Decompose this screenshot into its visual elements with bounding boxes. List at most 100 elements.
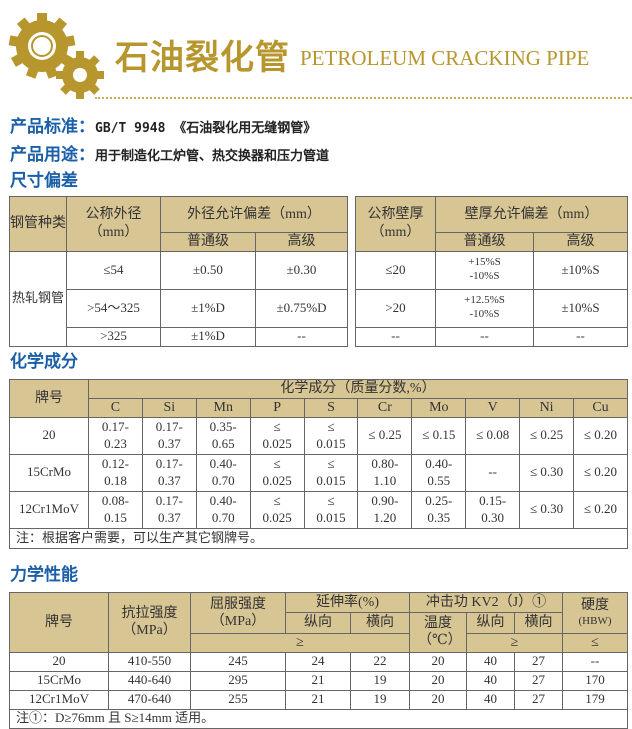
composition-cell: ≤ 0.20 bbox=[573, 490, 628, 529]
header-ge: ≥ bbox=[190, 633, 410, 653]
cell: 24 bbox=[285, 651, 351, 672]
table-row: 20 0.17-0.23 0.17-0.37 0.35-0.65 ≤ 0.025 ≤ 0.… bbox=[9, 416, 628, 455]
table-row: 15CrMo 440-640 295 21 19 20 40 27 170 bbox=[9, 670, 628, 691]
element-header: Cr bbox=[357, 397, 413, 418]
cell: -- bbox=[435, 326, 534, 347]
header-impact-ge: ≥ bbox=[466, 633, 563, 653]
header-normal: 普通级 bbox=[435, 232, 534, 252]
element-header: S bbox=[303, 397, 359, 418]
usage-label: 产品用途： bbox=[10, 145, 95, 165]
standard-label: 产品标准： bbox=[10, 117, 95, 137]
cell: +12.5%S -10%S bbox=[435, 288, 534, 328]
cell: 440-640 bbox=[108, 670, 191, 691]
header-impact-long: 纵向 bbox=[466, 612, 515, 634]
usage-value: 用于制造化工炉管、热交换器和压力管道 bbox=[95, 149, 330, 164]
mechanical-table: 牌号 抗拉强度（MPa） 屈服强度（MPa） 延伸率(%) 冲击功 KV2（J）… bbox=[9, 592, 628, 729]
header-impact: 冲击功 KV2（J）① bbox=[409, 592, 563, 613]
composition-cell: 0.08-0.15 bbox=[88, 490, 143, 529]
cell: -- bbox=[533, 326, 628, 347]
chemical-table: 牌号 化学成分（质量分数,%） C Si Mn P S Cr Mo V Ni Cu 20 0.17-0… bbox=[9, 379, 628, 549]
header-le: ≤ bbox=[562, 633, 628, 653]
header-elong-trans: 横向 bbox=[350, 612, 410, 634]
cell: 20 bbox=[9, 651, 109, 672]
cell: 22 bbox=[350, 651, 410, 672]
composition-cell: ≤ 0.20 bbox=[573, 416, 628, 455]
cell: 295 bbox=[190, 670, 286, 691]
composition-cell: ≤ 0.015 bbox=[303, 416, 359, 455]
header-od: 公称外径（mm） bbox=[66, 196, 161, 252]
table-row: 15CrMo 0.12-0.18 0.17-0.37 0.40-0.70 ≤ 0.025… bbox=[9, 453, 628, 492]
usage-row: 产品用途：用于制造化工炉管、热交换器和压力管道 bbox=[10, 140, 329, 165]
composition-cell: ≤ 0.30 bbox=[519, 453, 575, 492]
cell: 470-640 bbox=[108, 689, 191, 710]
cell: -- bbox=[355, 326, 436, 347]
header-wt: 公称壁厚（mm） bbox=[355, 196, 436, 252]
pipe-type: 热轧钢管 bbox=[9, 250, 67, 347]
grade-cell: 20 bbox=[9, 416, 89, 455]
element-header: Mo bbox=[411, 397, 467, 418]
composition-cell: 0.12-0.18 bbox=[88, 453, 143, 492]
header-composition: 化学成分（质量分数,%） bbox=[88, 379, 628, 399]
cell: 15CrMo bbox=[9, 670, 109, 691]
grade-cell: 15CrMo bbox=[9, 453, 89, 492]
od-tolerance-table: 钢管种类 公称外径（mm） 外径允许偏差（mm） 普通级 高级 热轧钢管 ≤54 ±0.5… bbox=[9, 196, 348, 347]
table-row: -- -- -- bbox=[355, 326, 628, 347]
cell: 21 bbox=[285, 689, 351, 710]
header-elongation: 延伸率(%) bbox=[285, 592, 410, 613]
mechanical-note: 注①：D≥76mm 且 S≥14mm 适用。 bbox=[9, 708, 628, 729]
cell: ≤20 bbox=[355, 250, 436, 290]
composition-cell: ≤ 0.20 bbox=[573, 453, 628, 492]
standard-row: 产品标准：GB/T 9948 《石油裂化用无缝钢管》 bbox=[10, 112, 316, 137]
mechanical-heading: 力学性能 bbox=[10, 565, 78, 585]
header-od-dev: 外径允许偏差（mm） bbox=[160, 196, 348, 233]
header-temp: 温度（℃） bbox=[409, 612, 467, 653]
table-row: 热轧钢管 ≤54 ±0.50 ±0.30 bbox=[9, 250, 348, 347]
cell: 170 bbox=[562, 670, 628, 691]
composition-cell: 0.35-0.65 bbox=[195, 416, 251, 455]
composition-cell: 0.17-0.37 bbox=[141, 490, 197, 529]
header-elong-long: 纵向 bbox=[285, 612, 351, 634]
cell: 27 bbox=[514, 670, 563, 691]
element-header: P bbox=[249, 397, 305, 418]
cell: 27 bbox=[514, 651, 563, 672]
hardness-unit: (HBW) bbox=[578, 614, 612, 627]
cell: ≤54 bbox=[66, 250, 161, 290]
composition-cell: ≤ 0.015 bbox=[303, 490, 359, 529]
table-row: >325 ±1%D -- bbox=[10, 326, 348, 347]
element-header: Mn bbox=[195, 397, 251, 418]
composition-cell: ≤ 0.025 bbox=[249, 416, 305, 455]
chemical-note: 注：根据客户需要，可以生产其它钢牌号。 bbox=[9, 527, 628, 549]
cell: 20 bbox=[409, 670, 467, 691]
cell: ±0.30 bbox=[255, 250, 348, 290]
divider bbox=[95, 97, 632, 99]
cell: 27 bbox=[514, 689, 563, 710]
cell: 19 bbox=[350, 670, 410, 691]
cell: 255 bbox=[190, 689, 286, 710]
element-header: Si bbox=[141, 397, 197, 418]
header-high: 高级 bbox=[533, 232, 628, 252]
page-subtitle: PETROLEUM CRACKING PIPE bbox=[300, 46, 590, 70]
cell: 20 bbox=[409, 689, 467, 710]
element-header: C bbox=[88, 397, 143, 418]
composition-cell: -- bbox=[465, 453, 521, 492]
cell: +15%S -10%S bbox=[435, 250, 534, 290]
composition-cell: 0.90-1.20 bbox=[357, 490, 413, 529]
table-row: 12Cr1MoV 0.08-0.15 0.17-0.37 0.40-0.70 ≤ 0.0… bbox=[9, 490, 628, 529]
cell: 12Cr1MoV bbox=[9, 689, 109, 710]
composition-cell: 0.17-0.23 bbox=[88, 416, 143, 455]
table-row: ≤20 +15%S -10%S ±10%S bbox=[355, 250, 628, 290]
cell: 245 bbox=[190, 651, 286, 672]
cell: 19 bbox=[350, 689, 410, 710]
cell: >54～325 bbox=[66, 288, 161, 328]
chemical-heading: 化学成分 bbox=[10, 352, 78, 372]
cell: -- bbox=[255, 326, 348, 347]
header-type: 钢管种类 bbox=[9, 196, 67, 252]
header-high: 高级 bbox=[255, 232, 348, 252]
cell: 40 bbox=[466, 689, 515, 710]
table-row: 12Cr1MoV 470-640 255 21 19 20 40 27 179 bbox=[9, 689, 628, 710]
composition-cell: 0.40-0.70 bbox=[195, 453, 251, 492]
composition-cell: ≤ 0.025 bbox=[249, 453, 305, 492]
cell: -- bbox=[562, 651, 628, 672]
composition-cell: 0.17-0.37 bbox=[141, 453, 197, 492]
composition-cell: 0.40-0.55 bbox=[411, 453, 467, 492]
